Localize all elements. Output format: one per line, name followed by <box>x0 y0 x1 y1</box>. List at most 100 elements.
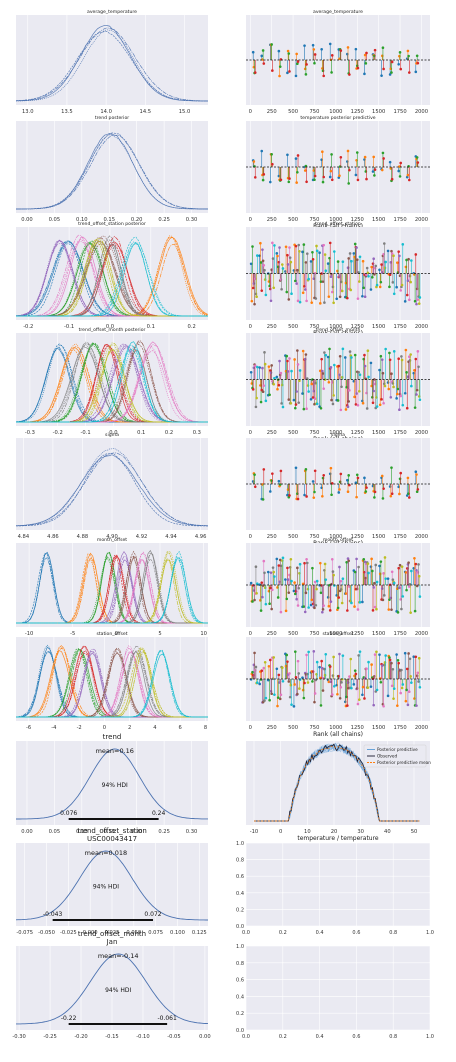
density-curve <box>15 241 208 317</box>
x-tick-label: 250 <box>267 109 277 115</box>
rank-point <box>378 653 381 656</box>
rank-point <box>345 560 348 564</box>
rank-point <box>262 666 266 670</box>
x-tick-label: 0.125 <box>192 930 207 936</box>
rank-point <box>294 675 298 679</box>
subplot-title: average_temperature <box>313 9 363 15</box>
rank-point <box>379 560 383 563</box>
rank-point <box>311 43 315 47</box>
rank-point <box>259 261 263 264</box>
rank-point <box>311 396 315 399</box>
rank-point <box>417 574 421 578</box>
subplot-title: sigma <box>331 432 345 438</box>
rank-point <box>349 288 353 292</box>
rank-point <box>270 43 273 46</box>
subplot-title: average_temperature <box>87 9 137 15</box>
density-curve <box>15 239 208 317</box>
rank-point <box>397 566 400 570</box>
rank-point <box>405 175 409 179</box>
rank-point <box>286 660 289 663</box>
rank-point <box>356 702 360 706</box>
x-tick-label: -6 <box>26 725 31 731</box>
rank-point <box>358 600 362 604</box>
rank-point <box>350 601 353 605</box>
rank-point <box>352 683 356 686</box>
x-tick-label: 0.075 <box>148 930 163 936</box>
rank-point <box>254 405 258 409</box>
rank-point <box>269 180 272 184</box>
rank-point <box>286 71 289 75</box>
rank-point <box>346 557 350 560</box>
rank-point <box>285 653 289 657</box>
x-tick-label: 0.2 <box>279 930 287 936</box>
rank-point <box>287 591 291 594</box>
rank-point <box>301 291 305 295</box>
rank-point <box>315 579 319 583</box>
rank-point <box>275 252 279 255</box>
rank-point <box>398 175 402 178</box>
rank-point <box>269 571 273 574</box>
x-tick-label: 2000 <box>415 534 428 540</box>
rank-point <box>354 173 358 177</box>
x-tick-label: 10 <box>200 631 207 637</box>
rank-point <box>382 242 386 245</box>
rank-point <box>353 353 357 357</box>
rank-point <box>254 565 258 569</box>
x-tick-label: 750 <box>310 725 320 731</box>
rank-point <box>380 74 383 77</box>
rank-point <box>280 263 284 266</box>
rank-point <box>398 563 402 567</box>
rank-point <box>415 490 419 494</box>
x-tick-label: 0 <box>249 217 252 223</box>
rank-point <box>303 44 306 47</box>
subplot-8: 0 250 500 750 1000 1250 1500 1750 2000 trend_offs… <box>246 327 430 443</box>
rank-point <box>378 268 381 272</box>
rank-point <box>373 168 377 171</box>
rank-point <box>296 363 300 366</box>
rank-point <box>392 292 396 296</box>
rank-point <box>357 565 360 569</box>
rank-point <box>280 402 283 405</box>
rank-point <box>255 254 259 257</box>
rank-point <box>389 395 393 399</box>
rank-point <box>276 254 279 258</box>
rank-point <box>263 699 266 702</box>
y-tick-label: 0.6 <box>236 874 244 880</box>
x-tick-label: -0.25 <box>43 1034 56 1040</box>
x-tick-label: -0.3 <box>25 430 35 436</box>
rank-point <box>295 597 298 601</box>
rank-point <box>367 660 370 664</box>
rank-point <box>407 690 411 694</box>
rank-point <box>414 253 418 256</box>
rank-point <box>374 563 378 567</box>
rank-point <box>287 680 291 683</box>
x-tick-label: 250 <box>267 430 277 436</box>
rank-point <box>390 60 394 64</box>
rank-point <box>405 293 409 297</box>
rank-point <box>285 597 289 601</box>
rank-point <box>415 156 419 159</box>
rank-point <box>355 246 358 249</box>
legend-entry: Observed <box>377 754 397 759</box>
rank-point <box>301 676 304 679</box>
plot-area <box>16 15 208 105</box>
rank-point <box>414 470 418 474</box>
x-tick-label: 0.2 <box>279 1034 287 1040</box>
rank-point <box>391 281 395 284</box>
rank-point <box>400 686 404 690</box>
rank-point <box>412 655 416 659</box>
rank-point <box>270 607 273 611</box>
rank-point <box>313 402 316 406</box>
rank-point <box>327 295 331 298</box>
rank-point <box>384 654 387 657</box>
rank-point <box>253 485 257 489</box>
rank-point <box>303 561 306 565</box>
rank-point <box>263 571 266 575</box>
rank-point <box>280 287 283 291</box>
rank-point <box>253 473 256 476</box>
rank-point <box>397 357 400 361</box>
rank-point <box>348 252 352 255</box>
subplot-11: -10 -5 0 5 10 month_offset <box>15 537 209 637</box>
rank-point <box>277 49 281 53</box>
rank-point <box>297 672 301 675</box>
